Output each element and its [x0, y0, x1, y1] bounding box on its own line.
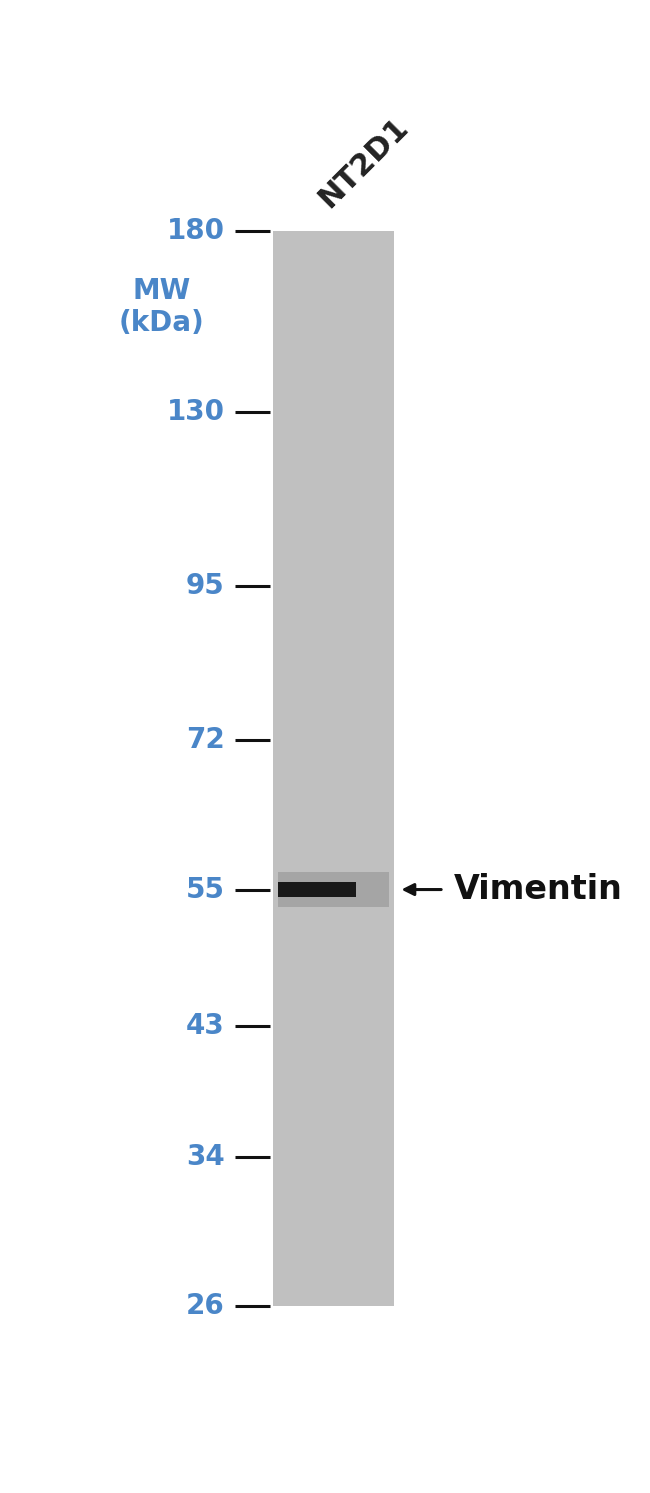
Text: 180: 180 [167, 216, 225, 245]
Text: 72: 72 [186, 726, 225, 754]
Text: NT2D1: NT2D1 [313, 112, 413, 213]
Bar [278, 872, 389, 908]
Text: 34: 34 [186, 1142, 225, 1171]
Bar [273, 231, 393, 1306]
Bar [278, 882, 356, 897]
Text: MW
(kDa): MW (kDa) [119, 276, 205, 337]
Text: 43: 43 [186, 1012, 225, 1041]
Text: 55: 55 [186, 875, 225, 903]
Text: 130: 130 [167, 397, 225, 426]
Text: Vimentin: Vimentin [454, 873, 623, 906]
Text: 95: 95 [186, 572, 225, 600]
Text: 26: 26 [186, 1291, 225, 1320]
